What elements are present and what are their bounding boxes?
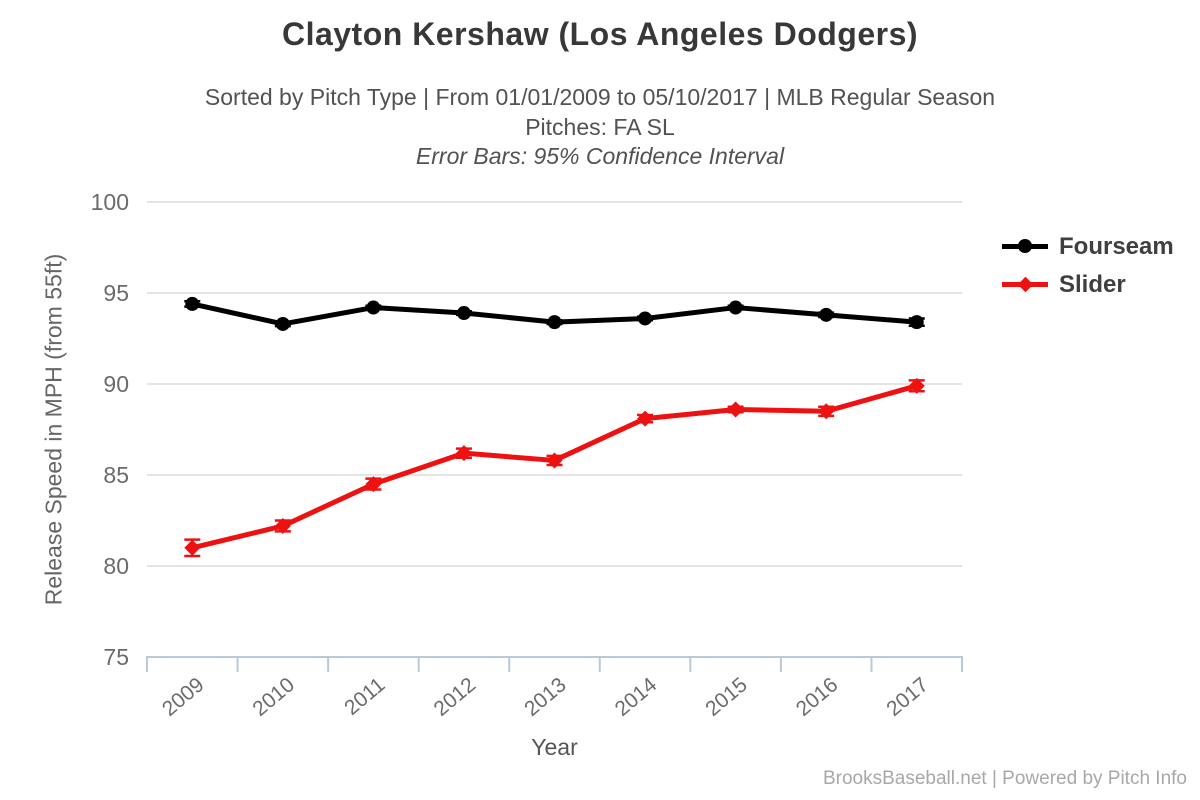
data-point: [638, 311, 653, 326]
data-point: [455, 445, 472, 462]
gridlines: [147, 201, 962, 567]
svg-text:95: 95: [103, 280, 129, 306]
svg-text:2011: 2011: [340, 673, 389, 720]
fourseam-line-sample: [1002, 233, 1048, 260]
svg-text:2013: 2013: [520, 673, 571, 721]
y-tick-labels: 75 80 85 90 95 100: [91, 189, 129, 670]
x-axis: [146, 656, 963, 672]
legend-item-slider: Slider: [1002, 271, 1174, 298]
data-point: [456, 306, 471, 321]
data-point: [909, 315, 924, 330]
svg-text:90: 90: [103, 371, 129, 397]
svg-text:2010: 2010: [248, 673, 299, 721]
footer-credit: BrooksBaseball.net | Powered by Pitch In…: [822, 768, 1187, 789]
x-axis-title: Year: [531, 734, 578, 760]
series-slider: [184, 377, 925, 558]
fourseam-circle-marker-icon: [1018, 239, 1032, 253]
page-title: Clayton Kershaw (Los Angeles Dodgers): [281, 16, 919, 52]
data-point: [547, 315, 562, 330]
data-point: [908, 377, 925, 394]
series-fourseam: [184, 296, 925, 331]
chart-subtitle: Sorted by Pitch Type | From 01/01/2009 t…: [204, 84, 996, 110]
data-point: [275, 316, 290, 331]
pitches-line: Pitches: FA SL: [525, 114, 675, 140]
data-point: [366, 300, 381, 315]
svg-text:2014: 2014: [611, 673, 662, 721]
error-bars-note: Error Bars: 95% Confidence Interval: [415, 143, 785, 169]
svg-text:2016: 2016: [792, 673, 843, 721]
data-point: [274, 517, 291, 534]
slider-diamond-marker-icon: [1017, 276, 1034, 293]
svg-text:85: 85: [103, 462, 129, 488]
chart-legend: Fourseam Slider: [1002, 233, 1174, 298]
data-point: [365, 476, 382, 493]
svg-text:75: 75: [103, 644, 129, 670]
data-point: [818, 403, 835, 420]
data-point: [819, 307, 834, 322]
svg-text:80: 80: [103, 553, 129, 579]
legend-item-fourseam: Fourseam: [1002, 233, 1174, 260]
svg-text:2012: 2012: [430, 673, 481, 721]
data-point: [546, 452, 563, 469]
data-point: [637, 410, 654, 427]
data-point: [184, 539, 201, 556]
legend-label-fourseam: Fourseam: [1059, 232, 1174, 260]
svg-text:2015: 2015: [701, 673, 752, 721]
slider-line-sample: [1002, 271, 1048, 298]
svg-text:100: 100: [91, 189, 129, 215]
data-point: [727, 401, 744, 418]
legend-label-slider: Slider: [1059, 270, 1126, 298]
x-tick-labels: 2009 2010 2011 2012 2013 2014 2015 2016 2017: [158, 673, 933, 721]
svg-text:2017: 2017: [882, 673, 933, 721]
data-point: [728, 300, 743, 315]
svg-text:2009: 2009: [158, 673, 209, 721]
data-point: [185, 296, 200, 311]
